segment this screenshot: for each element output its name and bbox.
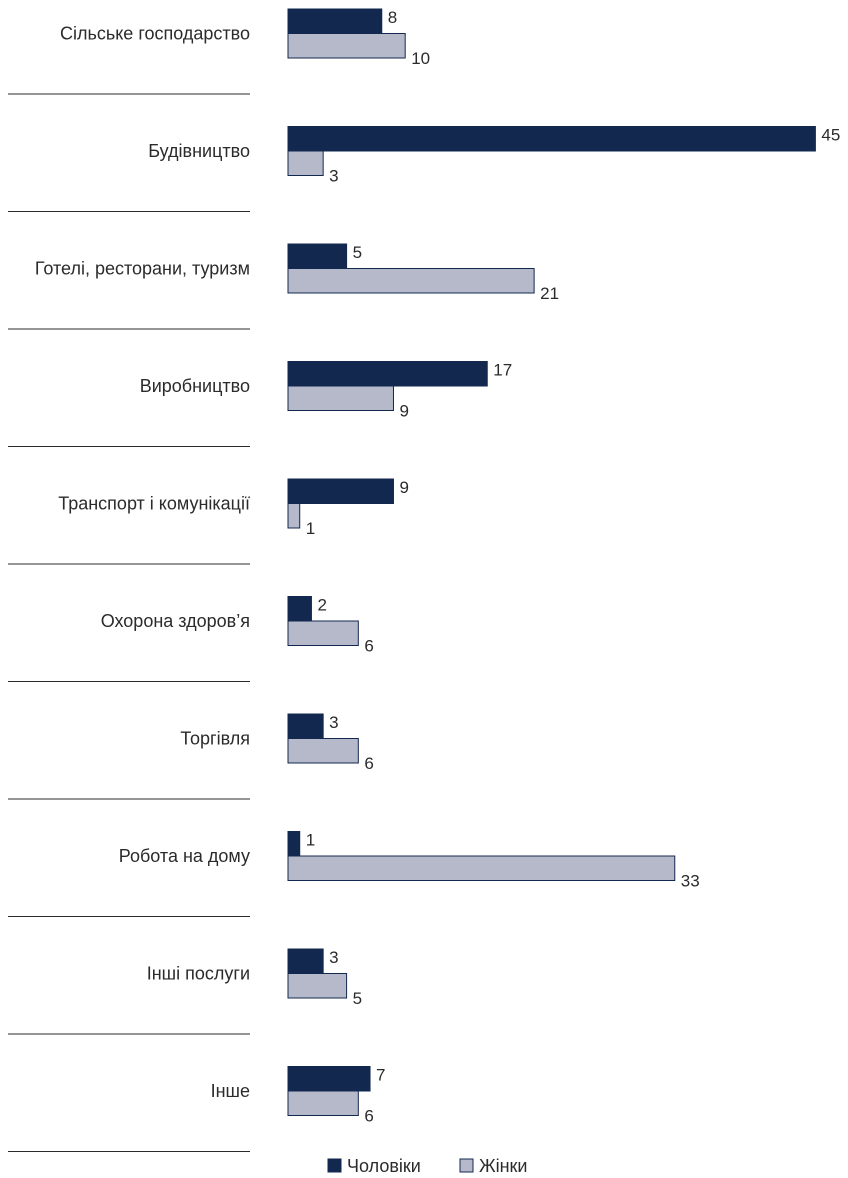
bar-men [287,478,394,504]
value-label-men: 5 [353,243,362,262]
legend-label-men: Чоловіки [347,1156,421,1176]
bar-women [287,150,324,176]
value-label-women: 33 [681,872,700,891]
value-label-men: 2 [317,596,326,615]
category-label: Інші послуги [147,964,250,984]
bar-men [287,1066,371,1092]
bar-women [287,268,535,294]
value-label-men: 45 [821,126,840,145]
legend: Чоловіки Жінки [327,1156,528,1176]
value-label-men: 8 [388,8,397,27]
value-label-women: 6 [364,637,373,656]
category-label: Готелі, ресторани, туризм [35,259,250,279]
bar-women [287,385,394,411]
category-label: Будівництво [148,141,250,161]
category-label: Робота на дому [119,846,250,866]
value-label-men: 3 [329,713,338,732]
bar-women [287,738,359,764]
category-label: Сільське господарство [60,24,250,44]
legend-swatch-men [327,1158,342,1173]
bar-men [287,948,324,974]
value-label-men: 1 [306,831,315,850]
value-label-women: 21 [540,284,559,303]
legend-swatch-women [459,1158,474,1173]
bar-men [287,361,488,387]
category-label: Виробництво [140,376,250,396]
value-label-women: 5 [353,989,362,1008]
value-label-men: 3 [329,948,338,967]
category-label: Інше [211,1081,250,1101]
bar-men [287,713,324,739]
value-label-women: 6 [364,1107,373,1126]
bar-women [287,33,406,59]
value-label-women: 6 [364,754,373,773]
category-label: Торгівля [180,729,250,749]
value-label-men: 7 [376,1066,385,1085]
category-label: Транспорт і комунікації [58,494,250,514]
plot-area: Сільське господарство 8 10 Будівництво 45 3 Го… [8,8,840,1152]
value-label-women: 9 [399,402,408,421]
value-label-women: 3 [329,167,338,186]
legend-label-women: Жінки [479,1156,528,1176]
bar-women [287,503,301,529]
bar-men [287,596,312,622]
bar-men [287,831,301,857]
bar-women [287,973,348,999]
value-label-women: 10 [411,49,430,68]
value-label-men: 9 [399,478,408,497]
bar-men [287,243,348,269]
value-label-women: 1 [306,519,315,538]
bar-women [287,1090,359,1116]
bar-men [287,126,816,152]
bar-women [287,855,676,881]
bar-men [287,8,383,34]
category-label: Охорона здоров’я [101,611,250,631]
bar-women [287,620,359,646]
value-label-men: 17 [493,361,512,380]
